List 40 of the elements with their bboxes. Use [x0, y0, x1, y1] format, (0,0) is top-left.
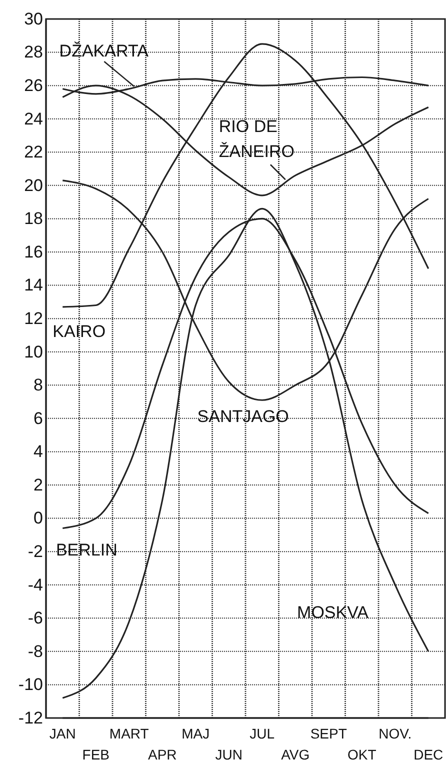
y-tick-label: 30	[24, 9, 43, 28]
y-tick-label: 0	[34, 508, 43, 528]
y-tick-label: 10	[24, 342, 43, 362]
y-tick-label: 22	[24, 142, 43, 162]
y-tick-label: 24	[24, 109, 43, 128]
x-tick-label: AVG	[281, 746, 310, 762]
y-tick-label: -6	[28, 608, 43, 628]
y-tick-label: 26	[24, 76, 43, 96]
y-tick-label: 12	[24, 309, 43, 328]
y-tick-label: 4	[34, 442, 43, 462]
series-label: BERLIN	[56, 540, 118, 560]
y-tick-label: 20	[24, 176, 43, 195]
x-tick-label: SEPT	[310, 726, 348, 742]
series-label: DŽAKARTA	[59, 41, 150, 60]
x-tick-label: MART	[109, 726, 150, 742]
y-tick-label: -12	[18, 708, 43, 728]
y-tick-label: 18	[24, 209, 43, 228]
x-tick-label: JUL	[250, 726, 275, 742]
x-tick-label: FEB	[82, 746, 110, 762]
x-tick-label: JUN	[215, 746, 242, 762]
y-tick-label: -8	[28, 642, 43, 661]
y-tick-label: -4	[28, 575, 43, 594]
y-tick-label: -10	[18, 675, 43, 694]
x-tick-label: NOV.	[378, 726, 412, 742]
y-tick-label: 8	[34, 376, 43, 395]
y-tick-label: 14	[24, 276, 43, 295]
series-label: SANTJAGO	[197, 406, 289, 426]
x-tick-label: MAJ	[182, 726, 210, 742]
y-tick-label: 2	[34, 475, 43, 494]
series-label: MOSKVA	[297, 603, 370, 622]
x-tick-label: DEC	[414, 746, 444, 762]
series-label: RIO DE ŽANEIRO	[218, 117, 294, 162]
series-label: KAIRO	[52, 322, 106, 341]
y-tick-label: 6	[34, 408, 43, 428]
y-tick-label: 16	[24, 242, 43, 262]
x-tick-label: JAN	[49, 726, 76, 742]
y-tick-label: -2	[28, 542, 43, 562]
y-tick-label: 28	[24, 42, 43, 62]
x-tick-label: APR	[148, 746, 177, 762]
x-tick-label: OKT	[347, 746, 377, 762]
